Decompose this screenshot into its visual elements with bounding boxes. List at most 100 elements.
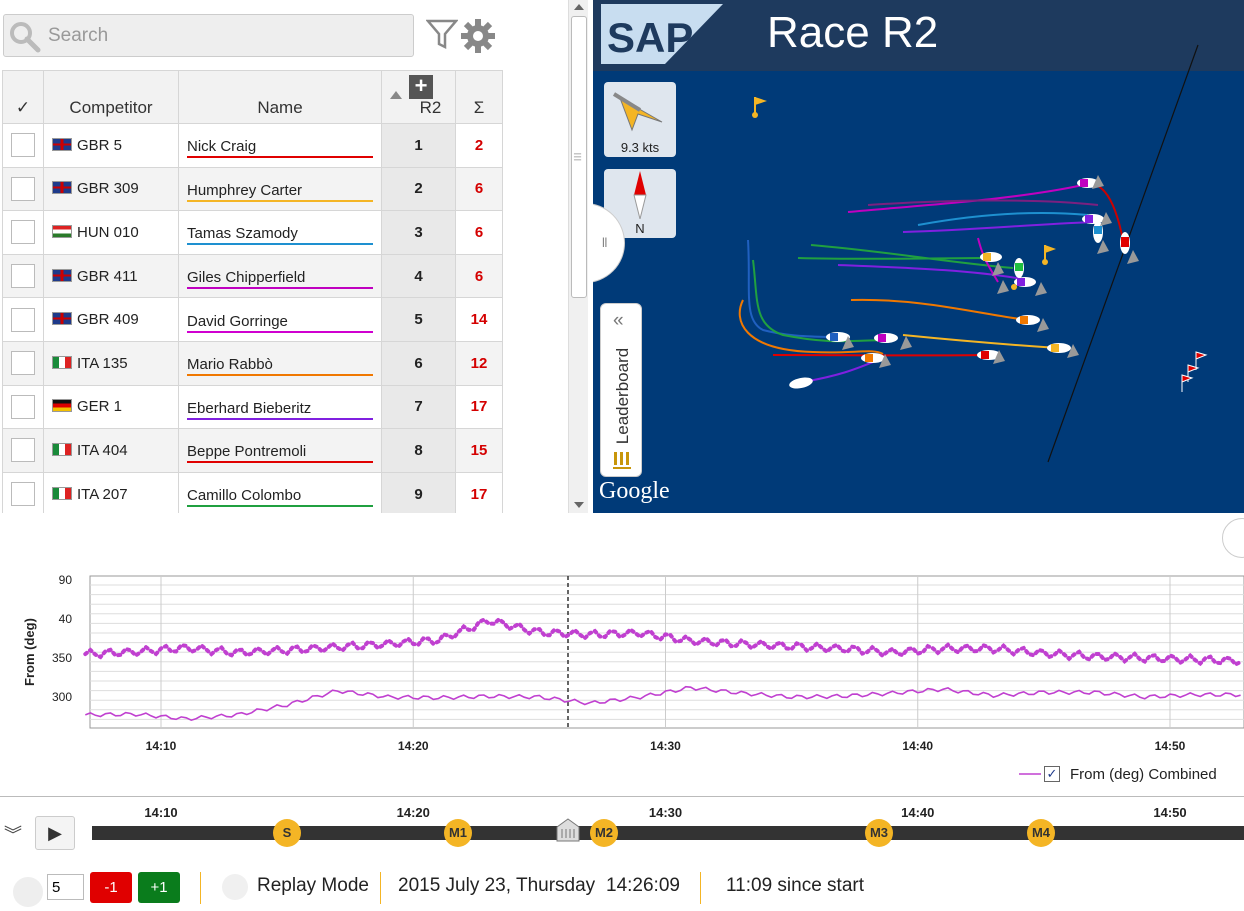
mark-passing-m3[interactable]: M3 bbox=[865, 819, 893, 847]
replay-mode-toggle[interactable] bbox=[222, 874, 248, 900]
scroll-down-arrow-icon[interactable] bbox=[574, 502, 584, 508]
search-input[interactable] bbox=[48, 23, 388, 49]
table-row[interactable]: GER 1 Eberhard Bieberitz 7 17 bbox=[2, 384, 503, 430]
leaderboard-bars-icon bbox=[613, 452, 631, 469]
wind-speed-indicator[interactable]: 9.3 kts bbox=[604, 82, 676, 157]
row-checkbox[interactable] bbox=[11, 482, 35, 507]
name-cell: Camillo Colombo bbox=[178, 471, 382, 513]
boats bbox=[789, 178, 1130, 389]
competitor-cell: ITA 404 bbox=[43, 428, 179, 473]
header-competitor[interactable]: Competitor bbox=[43, 70, 179, 124]
name-cell: Beppe Pontremoli bbox=[178, 428, 382, 473]
speed-decrease-button[interactable]: -1 bbox=[90, 872, 132, 903]
row-checkbox[interactable] bbox=[11, 307, 35, 332]
header-race[interactable]: + R2 bbox=[381, 70, 456, 124]
race-date: 2015 July 23, Thursday bbox=[398, 875, 596, 896]
competitor-cell: GBR 411 bbox=[43, 253, 179, 299]
flag-icon bbox=[52, 312, 72, 326]
race-rank-cell: 5 bbox=[381, 297, 456, 342]
total-points-cell: 6 bbox=[455, 166, 503, 212]
collapse-chevron-icon[interactable]: ︾ bbox=[4, 825, 22, 845]
table-row[interactable]: GBR 411 Giles Chipperfield 4 6 bbox=[2, 253, 503, 299]
timeline-track[interactable] bbox=[92, 826, 1244, 840]
row-checkbox-cell[interactable] bbox=[2, 384, 44, 430]
competitor-cell: GER 1 bbox=[43, 384, 179, 430]
mark-passing-m4[interactable]: M4 bbox=[1027, 819, 1055, 847]
race-rank-cell: 9 bbox=[381, 471, 456, 513]
sailor-name: Camillo Colombo bbox=[187, 487, 373, 508]
expand-race-button[interactable]: + bbox=[409, 75, 433, 99]
table-row[interactable]: GBR 309 Humphrey Carter 2 6 bbox=[2, 166, 503, 212]
leaderboard-tab[interactable]: « Leaderboard bbox=[600, 303, 642, 477]
mark-passing-m1[interactable]: M1 bbox=[444, 819, 472, 847]
row-checkbox[interactable] bbox=[11, 351, 35, 376]
wind-chart-plot: From (deg) 90 40 350 300 14:10 14:20 14:30 14:… bbox=[22, 573, 1244, 775]
row-checkbox-cell[interactable] bbox=[2, 210, 44, 255]
table-row[interactable]: ITA 135 Mario Rabbò 6 12 bbox=[2, 340, 503, 386]
play-button[interactable]: ▶ bbox=[35, 816, 75, 850]
scroll-up-arrow-icon[interactable] bbox=[574, 4, 584, 10]
filter-icon[interactable] bbox=[426, 18, 458, 50]
wind-speed-label: 9.3 kts bbox=[620, 140, 660, 155]
name-cell: Tamas Szamody bbox=[178, 210, 382, 255]
sail-number: ITA 207 bbox=[77, 485, 128, 503]
row-checkbox-cell[interactable] bbox=[2, 297, 44, 342]
sail-number: GBR 309 bbox=[77, 180, 139, 198]
row-checkbox[interactable] bbox=[11, 133, 35, 158]
row-checkbox-cell[interactable] bbox=[2, 123, 44, 168]
header-check[interactable]: ✓ bbox=[2, 70, 44, 124]
separator bbox=[380, 872, 381, 904]
replay-mode-label: Replay Mode bbox=[257, 875, 369, 896]
gear-icon[interactable] bbox=[460, 18, 496, 54]
header-total[interactable]: Σ bbox=[455, 70, 503, 124]
row-checkbox[interactable] bbox=[11, 438, 35, 463]
flag-icon bbox=[52, 268, 72, 282]
total-points-cell: 14 bbox=[455, 297, 503, 342]
row-checkbox[interactable] bbox=[11, 264, 35, 289]
scroll-thumb[interactable] bbox=[571, 16, 587, 298]
row-checkbox[interactable] bbox=[11, 176, 35, 201]
timeline-tick-label: 14:40 bbox=[901, 805, 935, 820]
row-checkbox-cell[interactable] bbox=[2, 471, 44, 513]
row-checkbox-cell[interactable] bbox=[2, 428, 44, 473]
row-checkbox-cell[interactable] bbox=[2, 340, 44, 386]
speed-increase-button[interactable]: +1 bbox=[138, 872, 180, 903]
table-row[interactable]: ITA 404 Beppe Pontremoli 8 15 bbox=[2, 428, 503, 473]
table-row[interactable]: GBR 5 Nick Craig 1 2 bbox=[2, 123, 503, 168]
table-row[interactable]: GBR 409 David Gorringe 5 14 bbox=[2, 297, 503, 342]
row-checkbox-cell[interactable] bbox=[2, 166, 44, 212]
wind-arrow-icon bbox=[612, 92, 663, 132]
row-checkbox[interactable] bbox=[11, 220, 35, 245]
name-cell: Nick Craig bbox=[178, 123, 382, 168]
gray-boat-markers bbox=[842, 175, 1139, 368]
mark-passing-s[interactable]: S bbox=[273, 819, 301, 847]
race-clock: 14:26:09 bbox=[606, 875, 680, 896]
playback-speed-input[interactable] bbox=[47, 874, 84, 900]
separator bbox=[200, 872, 201, 904]
palette-icon[interactable] bbox=[13, 877, 43, 907]
competitor-cell: GBR 309 bbox=[43, 166, 179, 212]
row-checkbox-cell[interactable] bbox=[2, 253, 44, 299]
mark-passing-m2[interactable]: M2 bbox=[590, 819, 618, 847]
header-name[interactable]: Name bbox=[178, 70, 382, 124]
competitor-cell: ITA 207 bbox=[43, 471, 179, 513]
timeline-slider-handle[interactable] bbox=[556, 818, 580, 842]
race-rank-cell: 7 bbox=[381, 384, 456, 430]
total-points-cell: 6 bbox=[455, 253, 503, 299]
row-checkbox[interactable] bbox=[11, 394, 35, 419]
table-row[interactable]: HUN 010 Tamas Szamody 3 6 bbox=[2, 210, 503, 255]
elapsed-time: 11:09 since start bbox=[726, 875, 865, 896]
sailor-name: Tamas Szamody bbox=[187, 225, 373, 246]
flag-icon bbox=[52, 399, 72, 413]
map-title-bar: SAP Race R2 bbox=[593, 0, 1244, 71]
race-timeline: ︾ ▶ 14:10 14:20 14:30 14:40 14:50 S M1 M2 M3 M4 bbox=[0, 796, 1244, 850]
compass-needle-icon bbox=[633, 171, 647, 220]
y-tick-label: 90 bbox=[59, 573, 73, 587]
table-row[interactable]: ITA 207 Camillo Colombo 9 17 bbox=[2, 471, 503, 513]
sail-number: GBR 5 bbox=[77, 136, 123, 154]
legend-checkbox[interactable]: ✓ bbox=[1044, 766, 1060, 782]
search-box[interactable] bbox=[3, 14, 414, 57]
search-icon bbox=[10, 22, 41, 53]
leaderboard-scrollbar[interactable]: ─ ─ ─ bbox=[568, 0, 588, 513]
race-map[interactable]: SAP Race R2 bbox=[593, 0, 1244, 513]
